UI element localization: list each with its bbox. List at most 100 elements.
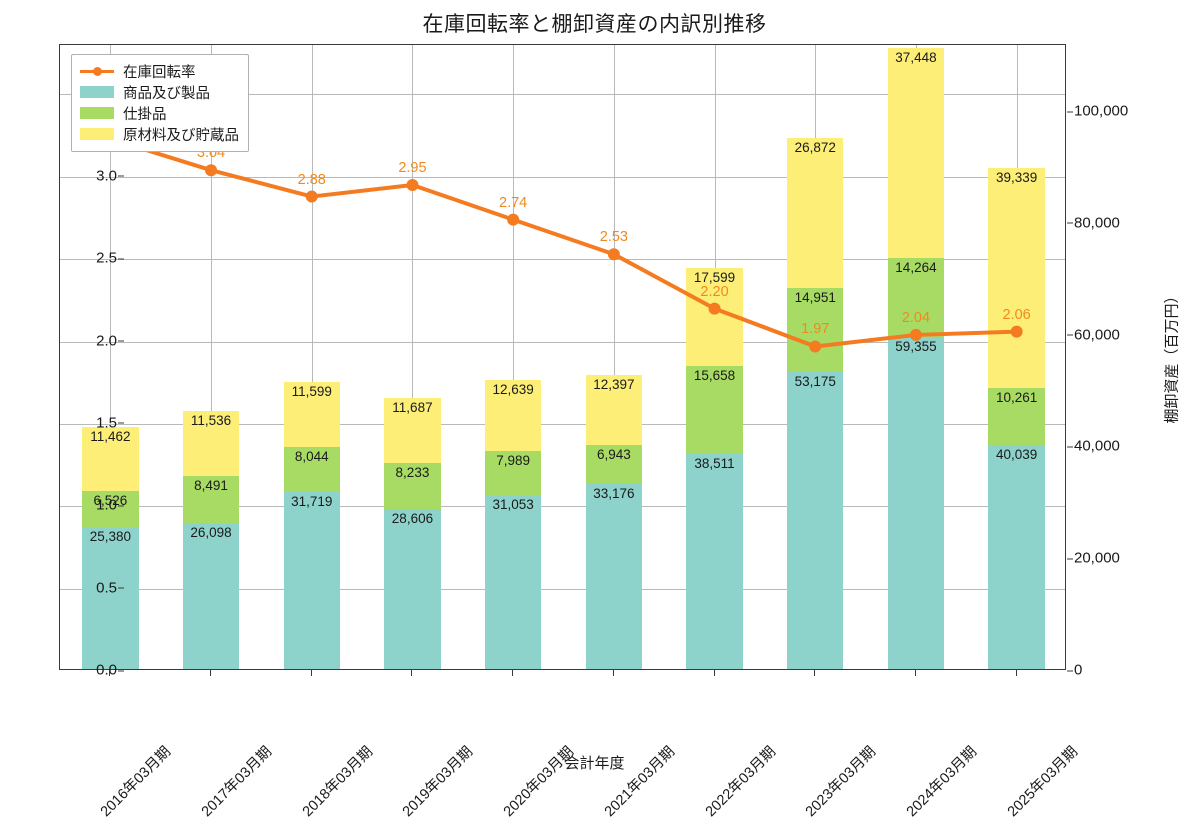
legend-item-ratio[interactable]: 在庫回転率 xyxy=(80,61,239,81)
swatch-icon xyxy=(80,85,114,99)
bar-segment[interactable]: 53,175 xyxy=(787,371,844,669)
bar-segment[interactable]: 15,658 xyxy=(686,366,743,454)
bar-segment[interactable]: 31,719 xyxy=(283,491,340,669)
bar-segment[interactable]: 37,448 xyxy=(887,48,945,258)
bar-segment[interactable]: 6,526 xyxy=(82,490,139,528)
bar-segment[interactable]: 26,872 xyxy=(787,138,844,289)
line-data-point[interactable] xyxy=(507,213,520,226)
bar-value-label: 11,687 xyxy=(392,399,433,415)
bar-value-label: 10,261 xyxy=(996,389,1038,405)
bar-segment[interactable]: 12,397 xyxy=(585,375,643,445)
y-axis-left-tick: 0.5 xyxy=(57,579,124,596)
bar-stack[interactable]: 31,719 8,044 11,599 xyxy=(283,43,340,669)
grid-line-horizontal xyxy=(60,423,1065,425)
line-value-label: 2.95 xyxy=(398,160,427,177)
bar-segment[interactable]: 31,053 xyxy=(484,495,542,669)
grid-line-horizontal xyxy=(60,259,1065,261)
bar-segment[interactable]: 14,264 xyxy=(887,257,945,338)
bar-segment[interactable]: 39,339 xyxy=(988,167,1045,388)
bar-segment[interactable]: 26,098 xyxy=(182,523,240,669)
bar-value-label: 11,462 xyxy=(90,428,131,444)
line-value-label: 1.97 xyxy=(801,321,830,338)
plot-area: 25,380 6,526 11,462 26,098 8,491 11,536 31,719… xyxy=(59,44,1066,670)
x-axis-tick-mark xyxy=(814,670,816,676)
bar-value-label: 17,599 xyxy=(693,269,736,285)
bar-segment[interactable]: 8,233 xyxy=(384,463,441,510)
bar-value-label: 26,872 xyxy=(794,140,836,156)
bar-segment[interactable]: 28,606 xyxy=(384,509,441,669)
bar-value-label: 11,536 xyxy=(190,413,232,429)
swatch-icon xyxy=(80,106,114,120)
line-data-point[interactable] xyxy=(708,302,721,315)
bar-value-label: 33,176 xyxy=(593,485,635,501)
y-axis-left-tick: 3.0 xyxy=(57,167,124,184)
bar-stack[interactable]: 26,098 8,491 11,536 xyxy=(182,43,240,669)
legend-item-merchandise[interactable]: 商品及び製品 xyxy=(80,82,239,102)
bar-value-label: 28,606 xyxy=(391,511,434,527)
y-axis-left-tick: 0.0 xyxy=(57,662,124,679)
bar-value-label: 26,098 xyxy=(190,525,232,541)
y-axis-right-label: 棚卸資産（百万円） xyxy=(1163,288,1181,424)
grid-line-horizontal xyxy=(60,588,1065,590)
chart-figure: 在庫回転率と棚卸資産の内訳別推移 在庫回転率 棚卸資産（百万円） 会計年度 25… xyxy=(57,13,1184,820)
legend-item-raw[interactable]: 原材料及び貯蔵品 xyxy=(80,124,239,144)
bar-stack[interactable]: 53,175 14,951 26,872 xyxy=(787,43,844,669)
bar-stack[interactable]: 28,606 8,233 11,687 xyxy=(384,43,441,669)
y-axis-right-tick: 80,000 xyxy=(1067,214,1184,231)
line-data-point[interactable] xyxy=(205,164,218,177)
bar-segment[interactable]: 33,176 xyxy=(585,483,643,669)
bar-segment[interactable]: 38,511 xyxy=(686,453,743,669)
grid-line-horizontal xyxy=(60,94,1065,96)
bar-value-label: 37,448 xyxy=(895,50,937,66)
line-data-point[interactable] xyxy=(305,190,318,203)
bar-segment[interactable]: 40,039 xyxy=(988,445,1045,669)
legend-label: 原材料及び貯蔵品 xyxy=(123,127,239,144)
bar-segment[interactable]: 11,687 xyxy=(384,397,441,464)
bar-segment[interactable]: 7,989 xyxy=(484,450,542,496)
bar-segment[interactable]: 11,462 xyxy=(82,426,139,491)
bar-value-label: 40,039 xyxy=(996,447,1038,463)
x-axis-tick-mark xyxy=(210,670,212,676)
bar-segment[interactable]: 25,380 xyxy=(82,527,139,669)
legend-item-wip[interactable]: 仕掛品 xyxy=(80,103,239,123)
bar-segment[interactable]: 11,536 xyxy=(182,411,240,476)
line-data-point[interactable] xyxy=(809,340,822,353)
x-axis-tick-mark xyxy=(713,670,715,676)
bar-segment[interactable]: 6,943 xyxy=(585,444,643,484)
bar-value-label: 6,943 xyxy=(596,446,631,462)
line-data-point[interactable] xyxy=(1010,325,1023,338)
grid-line-horizontal xyxy=(60,506,1065,508)
bar-value-label: 8,233 xyxy=(395,465,430,481)
x-axis-tick-mark xyxy=(914,670,916,676)
bar-segment[interactable]: 59,355 xyxy=(887,337,945,669)
line-path xyxy=(108,136,1019,349)
line-data-point[interactable] xyxy=(406,179,419,192)
bar-value-label: 25,380 xyxy=(89,529,131,545)
grid-line-horizontal xyxy=(60,341,1065,343)
page-title: 在庫回転率と棚卸資産の内訳別推移 xyxy=(422,13,767,36)
bar-segment[interactable]: 10,261 xyxy=(988,387,1045,446)
x-axis-tick-mark xyxy=(310,670,312,676)
bar-segment[interactable]: 14,951 xyxy=(787,288,844,372)
bar-stack[interactable]: 25,380 6,526 11,462 xyxy=(82,43,139,669)
bar-segment[interactable]: 8,491 xyxy=(182,475,240,524)
bar-stack[interactable]: 33,176 6,943 12,397 xyxy=(585,43,643,669)
bar-stack[interactable]: 40,039 10,261 39,339 xyxy=(988,43,1045,669)
line-marker-icon xyxy=(80,64,114,78)
bar-value-label: 38,511 xyxy=(694,455,735,471)
bar-value-label: 31,053 xyxy=(492,497,534,513)
bar-stack[interactable]: 59,355 14,264 37,448 xyxy=(887,43,945,669)
line-value-label: 2.53 xyxy=(599,229,628,246)
legend[interactable]: 在庫回転率 商品及び製品 仕掛品 原材料及び貯蔵品 xyxy=(71,54,249,152)
bar-segment[interactable]: 8,044 xyxy=(283,446,340,492)
bar-value-label: 59,355 xyxy=(895,339,937,355)
bar-stack[interactable]: 31,053 7,989 12,639 xyxy=(484,43,542,669)
bar-stack[interactable]: 38,511 15,658 17,599 xyxy=(686,43,743,669)
legend-label: 商品及び製品 xyxy=(123,85,210,102)
bar-segment[interactable]: 11,599 xyxy=(283,381,340,447)
y-axis-right-tick: 100,000 xyxy=(1067,103,1184,120)
y-axis-left-tick: 1.5 xyxy=(57,414,124,431)
line-data-point[interactable] xyxy=(909,328,922,341)
bar-segment[interactable]: 12,639 xyxy=(484,380,542,451)
line-data-point[interactable] xyxy=(607,248,620,261)
